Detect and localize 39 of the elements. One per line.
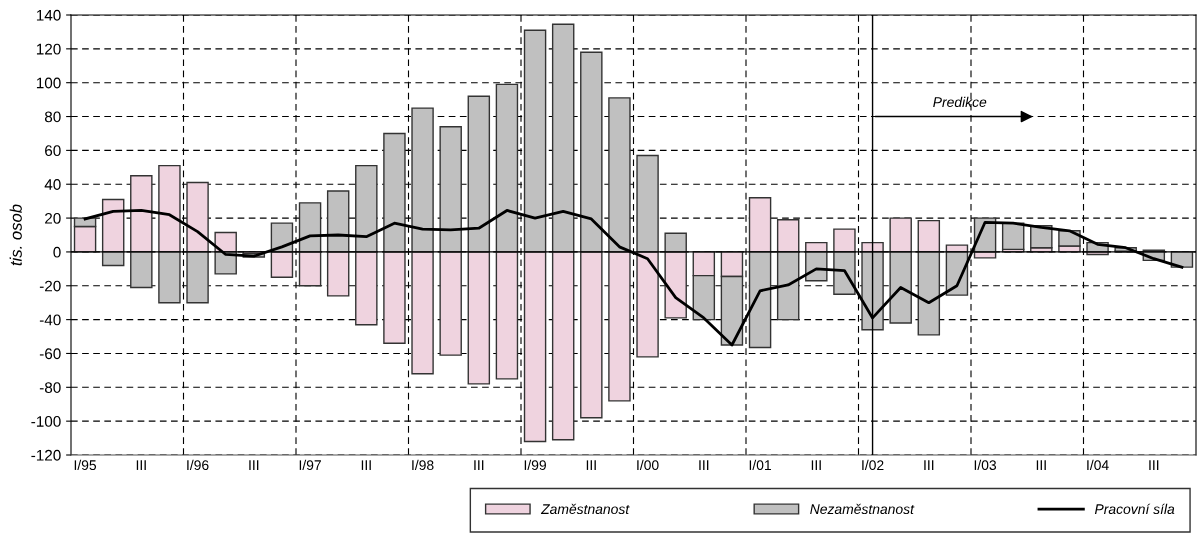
- x-tick-label: I/96: [187, 459, 209, 471]
- x-tick-label: III: [586, 460, 596, 470]
- y-axis-title: tis. osob: [9, 204, 22, 266]
- x-tick-label: III: [811, 460, 821, 470]
- y-tick-label: 100: [36, 77, 61, 89]
- y-tick-label: -100: [31, 416, 61, 427]
- x-tick-label: I/02: [862, 459, 884, 471]
- x-tick-label: III: [699, 460, 709, 470]
- y-tick-label: -60: [39, 348, 61, 360]
- legend-label: Nezaměstnanost: [810, 503, 915, 515]
- x-tick-label: I/95: [74, 459, 97, 471]
- x-tick-label: III: [136, 460, 146, 470]
- x-tick-label: I/00: [637, 459, 659, 471]
- x-tick-label: I/01: [749, 459, 771, 471]
- x-tick-label: I/99: [524, 459, 546, 471]
- x-tick-label: III: [361, 460, 371, 470]
- y-tick-label: 120: [36, 43, 61, 55]
- x-tick-label: III: [1149, 460, 1159, 470]
- y-tick-label: 0: [53, 246, 61, 258]
- y-tick-label: 140: [36, 9, 61, 21]
- x-tick-label: III: [1036, 460, 1046, 470]
- y-tick-label: 20: [45, 212, 61, 224]
- x-tick-label: I/03: [974, 459, 997, 471]
- x-tick-label: III: [249, 460, 259, 470]
- legend-label: Zaměstnanost: [540, 503, 630, 515]
- y-tick-label: -20: [39, 280, 61, 292]
- x-tick-label: III: [474, 460, 484, 470]
- y-tick-label: -40: [39, 314, 61, 326]
- y-tick-label: 60: [45, 145, 61, 157]
- x-tick-label: I/98: [412, 459, 434, 471]
- y-tick-label: -120: [31, 449, 61, 461]
- y-tick-label: 80: [44, 111, 61, 123]
- x-tick-label: I/04: [1087, 459, 1109, 471]
- y-tick-label: 40: [44, 179, 61, 190]
- x-tick-label: III: [924, 460, 934, 470]
- x-tick-label: I/97: [299, 459, 321, 471]
- annotation: Predikce: [933, 96, 987, 108]
- legend-label: Pracovní síla: [1094, 503, 1175, 515]
- y-tick-label: -80: [39, 382, 61, 393]
